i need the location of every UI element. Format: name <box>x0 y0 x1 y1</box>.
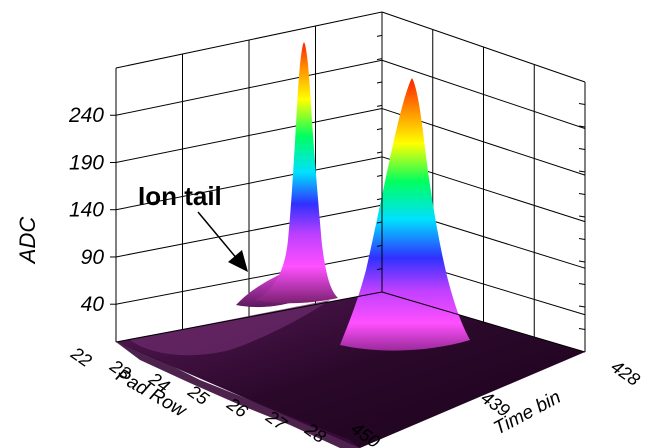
minor-tick <box>376 151 383 154</box>
minor-tick <box>376 104 383 107</box>
minor-tick <box>376 58 383 61</box>
peak-right <box>340 78 470 351</box>
minor-tick <box>376 268 383 271</box>
x-tick-label: 22 <box>67 343 96 371</box>
box-frame <box>115 11 586 353</box>
z-tick-label: 90 <box>81 246 105 269</box>
minor-tick <box>578 170 586 173</box>
minor-tick <box>578 215 586 218</box>
box-edge <box>381 291 586 353</box>
minor-tick <box>376 244 383 247</box>
minor-tick <box>578 328 586 330</box>
box-edge <box>115 11 383 69</box>
minor-tick <box>376 128 383 131</box>
surface-floor-lighter <box>130 300 330 356</box>
minor-tick <box>376 198 383 201</box>
minor-tick <box>578 103 586 105</box>
minor-tick <box>578 260 586 263</box>
box-edge <box>381 11 586 83</box>
minor-tick <box>578 193 586 195</box>
z-tick-label: 40 <box>81 293 105 316</box>
minor-tick <box>376 81 383 84</box>
minor-tick <box>578 305 586 308</box>
surface-floor-fringe <box>116 342 360 448</box>
minor-tick <box>376 34 383 37</box>
minor-tick <box>578 148 586 150</box>
minor-tick <box>578 238 586 240</box>
minor-tick <box>376 174 383 177</box>
z-tick-label: 240 <box>68 104 104 127</box>
minor-tick <box>578 125 586 128</box>
minor-tick <box>376 221 383 224</box>
peak-left <box>255 42 338 304</box>
annotation-ion-tail: Ion tail <box>138 181 222 211</box>
z-axis-ticks: 40 90 140 190 240 <box>68 104 116 316</box>
z-axis-label: ADC <box>15 217 40 266</box>
z-tick-label: 140 <box>69 199 104 222</box>
minor-tick <box>578 283 586 285</box>
annotation-arrow <box>197 211 248 272</box>
box-edge <box>115 291 383 343</box>
back-wall-left-grid <box>115 26 383 330</box>
y-tick-label: 428 <box>607 356 643 390</box>
z-tick-label: 190 <box>69 151 104 174</box>
